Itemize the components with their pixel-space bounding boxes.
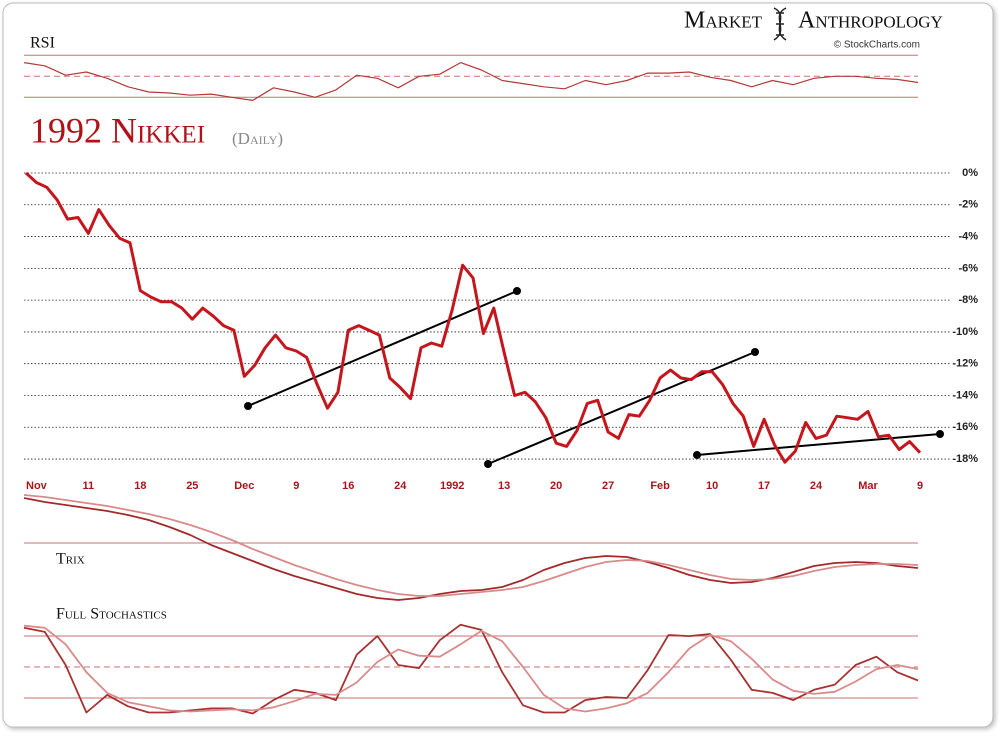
x-tick-label: 9: [293, 480, 299, 492]
x-tick-label: 24: [394, 480, 407, 492]
dna-icon: [773, 7, 787, 41]
x-tick-label: 10: [706, 480, 718, 492]
y-tick-label: -4%: [958, 230, 978, 242]
y-tick-label: -6%: [958, 262, 978, 274]
x-tick-label: 16: [342, 480, 354, 492]
x-tick-label: 24: [810, 480, 823, 492]
x-tick-label: 13: [498, 480, 510, 492]
x-tick-label: 20: [550, 480, 562, 492]
y-tick-label: -12%: [952, 358, 978, 370]
y-tick-label: -16%: [952, 421, 978, 433]
data-line: [23, 624, 919, 713]
brand-right: Anthropology: [798, 8, 943, 34]
data-line: [24, 171, 922, 464]
panel-title: RSI: [30, 35, 55, 52]
brand-left: Market: [684, 8, 763, 34]
y-tick-label: -18%: [952, 453, 978, 465]
data-line: [23, 623, 919, 715]
x-tick-label: 11: [83, 480, 95, 492]
x-tick-label: 17: [758, 480, 770, 492]
x-tick-label: Feb: [650, 480, 670, 492]
y-tick-label: -8%: [958, 294, 978, 306]
x-tick-label: 9: [917, 480, 923, 492]
y-tick-label: -2%: [958, 199, 978, 211]
x-tick-label: 25: [186, 480, 198, 492]
y-tick-label: -10%: [952, 326, 978, 338]
panel-title: Full Stochastics: [56, 606, 167, 623]
data-line: [23, 494, 919, 597]
y-tick-label: -14%: [952, 389, 978, 401]
chart-subtitle: (Daily): [232, 129, 283, 148]
chart-title: 1992 Nikkei: [30, 110, 205, 150]
credit: © StockCharts.com: [834, 40, 920, 51]
data-line: [23, 62, 919, 101]
x-tick-label: 1992: [440, 480, 464, 492]
x-tick-label: Dec: [234, 480, 254, 492]
x-tick-label: 18: [134, 480, 146, 492]
y-tick-label: 0%: [962, 167, 978, 179]
frame: [2, 2, 994, 728]
x-tick-label: 27: [602, 480, 614, 492]
x-tick-label: Nov: [26, 480, 48, 492]
x-tick-label: Mar: [858, 480, 878, 492]
panel-title: Trix: [56, 551, 85, 568]
